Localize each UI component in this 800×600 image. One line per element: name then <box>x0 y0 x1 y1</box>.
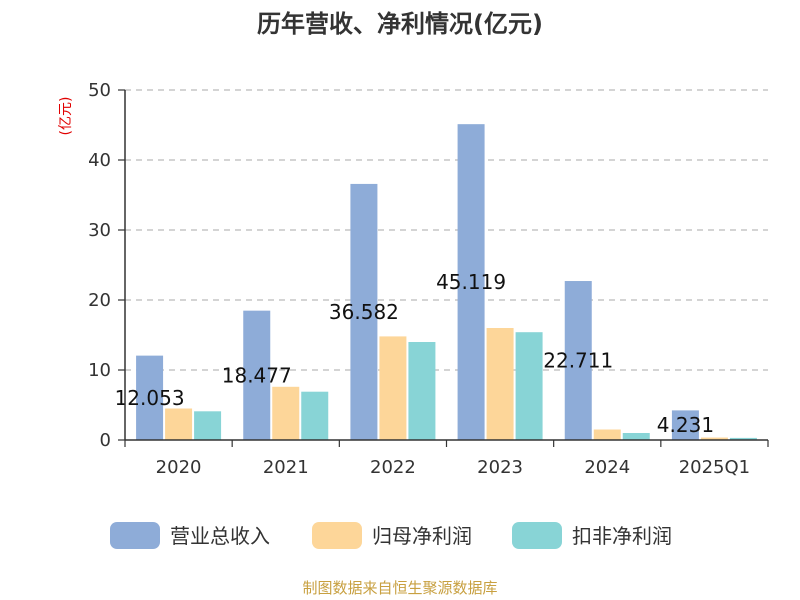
bar <box>700 437 728 440</box>
data-label: 18.477 <box>222 363 292 387</box>
legend-label: 扣非净利润 <box>572 524 672 548</box>
bars <box>136 124 757 441</box>
data-label: 36.582 <box>329 300 399 324</box>
axes <box>124 90 768 441</box>
bar <box>243 310 271 440</box>
chart-title: 历年营收、净利情况(亿元) <box>257 10 543 38</box>
legend: 营业总收入 归母净利润 扣非净利润 <box>110 522 672 549</box>
x-tick-label: 2020 <box>156 457 202 478</box>
y-tick-label: 40 <box>88 150 111 171</box>
y-tick-label: 10 <box>88 360 111 381</box>
legend-swatch <box>312 522 362 549</box>
x-axis-ticks: 2020 2021 2022 2023 2024 2025Q1 <box>124 440 769 478</box>
x-tick-label: 2025Q1 <box>679 457 750 478</box>
bar <box>350 183 378 440</box>
y-tick-label: 20 <box>88 290 111 311</box>
bar <box>671 410 699 440</box>
legend-swatch <box>512 522 562 549</box>
source-note: 制图数据来自恒生聚源数据库 <box>302 579 497 597</box>
bar <box>593 429 621 440</box>
bar <box>515 332 543 440</box>
grid-lines <box>125 89 768 371</box>
x-tick-label: 2021 <box>263 457 309 478</box>
bar <box>457 124 485 441</box>
bar <box>486 328 514 440</box>
legend-label: 营业总收入 <box>170 524 270 548</box>
legend-label: 归母净利润 <box>372 524 472 548</box>
data-label: 4.231 <box>657 413 714 437</box>
bar <box>136 355 164 440</box>
bar <box>564 281 592 440</box>
bar <box>301 391 329 440</box>
bar <box>408 342 436 440</box>
data-label: 45.119 <box>436 270 506 294</box>
x-tick-label: 2023 <box>477 457 523 478</box>
y-axis-unit: (亿元) <box>58 97 74 136</box>
bar <box>729 437 757 440</box>
data-labels: 12.053 18.477 36.582 45.119 22.711 4.231 <box>115 270 714 437</box>
y-tick-label: 0 <box>100 430 111 451</box>
x-tick-label: 2024 <box>584 457 630 478</box>
legend-swatch <box>110 522 160 549</box>
bar <box>379 336 407 440</box>
bar <box>165 408 193 440</box>
bar <box>272 386 300 440</box>
y-tick-label: 50 <box>88 80 111 101</box>
y-axis-ticks: 0 10 20 30 40 50 <box>88 80 125 451</box>
data-label: 12.053 <box>115 386 185 410</box>
y-tick-label: 30 <box>88 220 111 241</box>
x-tick-label: 2022 <box>370 457 416 478</box>
bar <box>194 411 222 440</box>
data-label: 22.711 <box>543 349 613 373</box>
bar <box>622 433 650 440</box>
